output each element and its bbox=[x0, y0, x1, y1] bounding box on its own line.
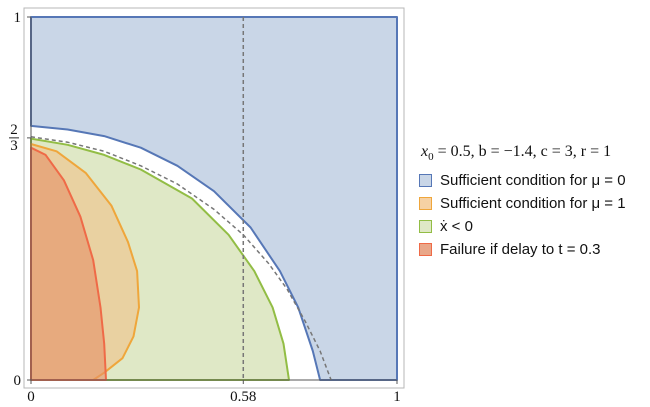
x-tick-label: 0.58 bbox=[230, 389, 256, 405]
legend-label: Failure if delay to t = 0.3 bbox=[440, 241, 601, 259]
legend-label: ẋ < 0 bbox=[440, 218, 473, 236]
legend-swatch bbox=[419, 220, 432, 234]
legend-title-var: x bbox=[421, 143, 429, 160]
legend-item: Sufficient condition for μ = 0 bbox=[419, 169, 647, 192]
legend: x0 = 0.5, b = −1.4, c = 3, r = 1 Suffici… bbox=[419, 143, 647, 261]
plot-frame bbox=[23, 7, 405, 389]
legend-swatch bbox=[419, 243, 432, 257]
y-tick-label: 0 bbox=[14, 373, 22, 389]
legend-item: Sufficient condition for μ = 1 bbox=[419, 192, 647, 215]
legend-title: x0 = 0.5, b = −1.4, c = 3, r = 1 bbox=[421, 143, 647, 163]
svg-text:2: 2 bbox=[10, 122, 18, 138]
legend-swatch bbox=[419, 174, 432, 188]
legend-items: Sufficient condition for μ = 0 Sufficient… bbox=[419, 169, 647, 261]
legend-item: ẋ < 0 bbox=[419, 215, 647, 238]
legend-title-subscript: 0 bbox=[428, 151, 434, 164]
legend-label: Sufficient condition for μ = 1 bbox=[440, 195, 626, 213]
legend-swatch bbox=[419, 197, 432, 211]
y-tick-label: 23 bbox=[9, 122, 19, 154]
svg-text:3: 3 bbox=[10, 138, 18, 154]
legend-label: Sufficient condition for μ = 0 bbox=[440, 172, 626, 190]
axes-layer: 0 0.58 1 0 23 1 bbox=[9, 10, 401, 405]
reference-lines-layer bbox=[30, 17, 332, 381]
legend-item: Failure if delay to t = 0.3 bbox=[419, 238, 647, 261]
reference-curve bbox=[30, 136, 332, 381]
regions-layer bbox=[30, 16, 398, 381]
legend-title-params: = 0.5, b = −1.4, c = 3, r = 1 bbox=[433, 143, 612, 160]
x-tick-label: 0 bbox=[27, 389, 35, 405]
y-tick-label: 1 bbox=[14, 10, 22, 26]
x-tick-label: 1 bbox=[393, 389, 401, 405]
